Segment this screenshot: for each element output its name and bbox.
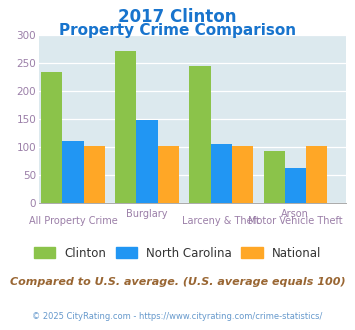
Text: Larceny & Theft: Larceny & Theft: [182, 216, 260, 226]
Legend: Clinton, North Carolina, National: Clinton, North Carolina, National: [29, 242, 326, 264]
Bar: [263, 151, 285, 203]
Text: Burglary: Burglary: [126, 209, 168, 218]
Text: Motor Vehicle Theft: Motor Vehicle Theft: [248, 216, 343, 226]
Text: © 2025 CityRating.com - https://www.cityrating.com/crime-statistics/: © 2025 CityRating.com - https://www.city…: [32, 312, 323, 321]
Text: Property Crime Comparison: Property Crime Comparison: [59, 23, 296, 38]
Bar: [158, 146, 179, 203]
Text: 2017 Clinton: 2017 Clinton: [118, 8, 237, 26]
Text: Arson: Arson: [282, 209, 309, 218]
Bar: [285, 168, 306, 203]
Bar: [136, 120, 158, 203]
Bar: [306, 146, 327, 203]
Bar: [62, 141, 83, 203]
Bar: [83, 146, 105, 203]
Bar: [115, 51, 136, 203]
Bar: [190, 66, 211, 203]
Bar: [232, 146, 253, 203]
Bar: [211, 144, 232, 203]
Text: All Property Crime: All Property Crime: [28, 216, 117, 226]
Bar: [41, 72, 62, 203]
Text: Compared to U.S. average. (U.S. average equals 100): Compared to U.S. average. (U.S. average …: [10, 277, 345, 287]
